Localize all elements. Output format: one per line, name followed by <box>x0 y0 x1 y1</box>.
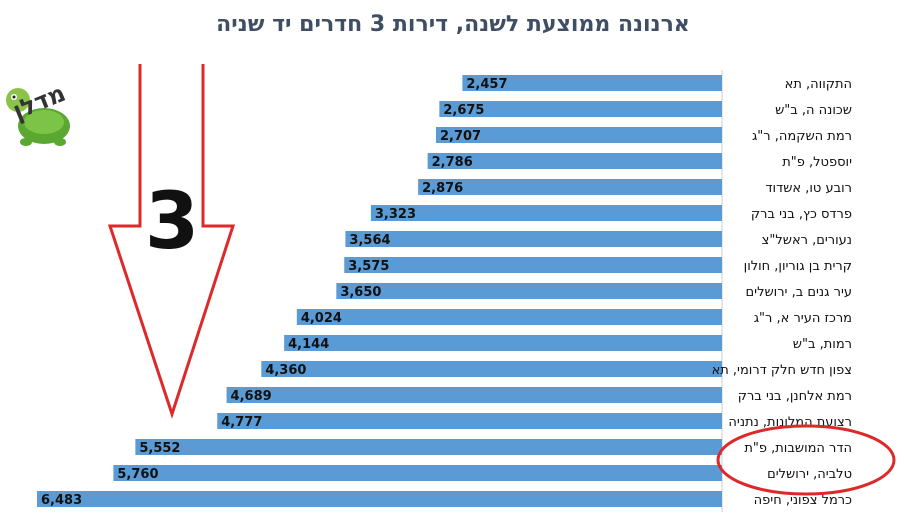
category-label: רמות, ב"ש <box>793 337 852 352</box>
highlight-ellipse <box>716 424 896 496</box>
category-labels: התקווה, תא שכונה ה, ב"ש רמת השקמה, ר"ג יוספ… <box>712 77 853 508</box>
bar <box>418 179 722 195</box>
bar-value-label: 4,689 <box>231 389 272 404</box>
bar-value-label: 4,777 <box>221 415 262 430</box>
category-label: נעורים, ראשל"צ <box>762 233 852 248</box>
bar <box>344 257 722 273</box>
bar-value-label: 2,675 <box>443 103 484 118</box>
bar <box>462 75 722 91</box>
bar <box>113 465 722 481</box>
bar-value-label: 6,483 <box>41 493 82 508</box>
bar-value-label: 2,876 <box>422 181 463 196</box>
bar <box>435 127 722 143</box>
bar-value-label: 4,144 <box>288 337 329 352</box>
bar <box>284 335 722 351</box>
category-label: טלביה, ירושלים <box>767 467 852 482</box>
category-label: רובע טו, אשדוד <box>765 181 852 196</box>
bar <box>427 153 722 169</box>
bar-value-label: 2,457 <box>466 77 507 92</box>
bar <box>439 101 722 117</box>
category-label: פרדס כץ, בני ברק <box>751 207 852 222</box>
bar-value-label: 5,552 <box>139 441 180 456</box>
turtle-icon <box>6 88 70 146</box>
down-arrow-shape <box>107 64 236 419</box>
category-label: מרכז העיר א, ר"ג <box>754 311 852 326</box>
bar-value-label: 3,575 <box>348 259 389 274</box>
bar-value-label: 3,650 <box>340 285 381 300</box>
bar <box>345 231 722 247</box>
bar-value-label: 2,786 <box>432 155 473 170</box>
chart-title: ארנונה ממוצעת לשנה, דירות 3 חדרים יד שני… <box>216 12 690 37</box>
bar-value-label: 2,707 <box>440 129 481 144</box>
category-label: צפון חדש חלק דרומי, תא <box>712 363 852 378</box>
bar-value-label: 3,323 <box>375 207 416 222</box>
category-label: שכונה ה, ב"ש <box>775 103 852 118</box>
bar-value-label: 4,360 <box>265 363 306 378</box>
category-label: הדר המושבות, פ"ת <box>744 441 852 456</box>
category-label: רמת השקמה, ר"ג <box>752 129 852 144</box>
bar <box>336 283 722 299</box>
bar <box>37 491 722 507</box>
bars: 2,457 2,675 2,707 2,786 2,876 3,323 3,564 3,575… <box>37 70 723 512</box>
bar-value-label: 3,564 <box>349 233 390 248</box>
category-label: יוספטל, פ"ת <box>782 155 852 170</box>
bar <box>370 205 722 221</box>
bar <box>217 413 722 429</box>
madlan-logo: מדלן <box>4 70 80 150</box>
bar-value-label: 5,760 <box>117 467 158 482</box>
category-label: התקווה, תא <box>785 77 852 92</box>
bar <box>261 361 722 377</box>
down-arrow: 3 <box>107 64 236 419</box>
bar-value-label: 4,024 <box>301 311 342 326</box>
category-label: קרית בן גוריון, חולון <box>744 259 852 274</box>
category-label: רמת אלחנן, בני ברק <box>738 389 852 404</box>
category-label: כרמל צפוני, חיפה <box>754 493 852 508</box>
arrow-number-label: 3 <box>145 177 199 267</box>
bar <box>296 309 722 325</box>
bar <box>135 439 722 455</box>
bar <box>226 387 722 403</box>
highlight <box>716 424 896 496</box>
category-label: עיר גנים ב, ירושלים <box>746 285 852 300</box>
